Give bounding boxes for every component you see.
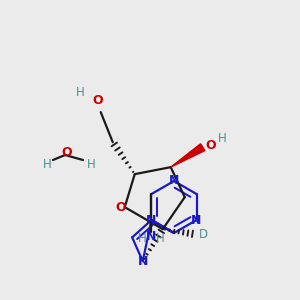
Text: N: N — [169, 175, 179, 188]
Polygon shape — [171, 144, 205, 167]
Text: O: O — [116, 201, 126, 214]
Text: H: H — [138, 232, 147, 244]
Text: N: N — [146, 214, 157, 226]
Text: O: O — [92, 94, 103, 106]
Text: D: D — [199, 228, 208, 241]
Text: H: H — [87, 158, 95, 172]
Text: N: N — [137, 255, 148, 268]
Text: H: H — [76, 85, 85, 99]
Text: H: H — [156, 232, 165, 244]
Text: H: H — [43, 158, 51, 172]
Text: O: O — [206, 139, 216, 152]
Text: N: N — [146, 230, 157, 242]
Text: N: N — [191, 214, 202, 226]
Text: H: H — [218, 132, 227, 145]
Text: O: O — [62, 146, 72, 160]
